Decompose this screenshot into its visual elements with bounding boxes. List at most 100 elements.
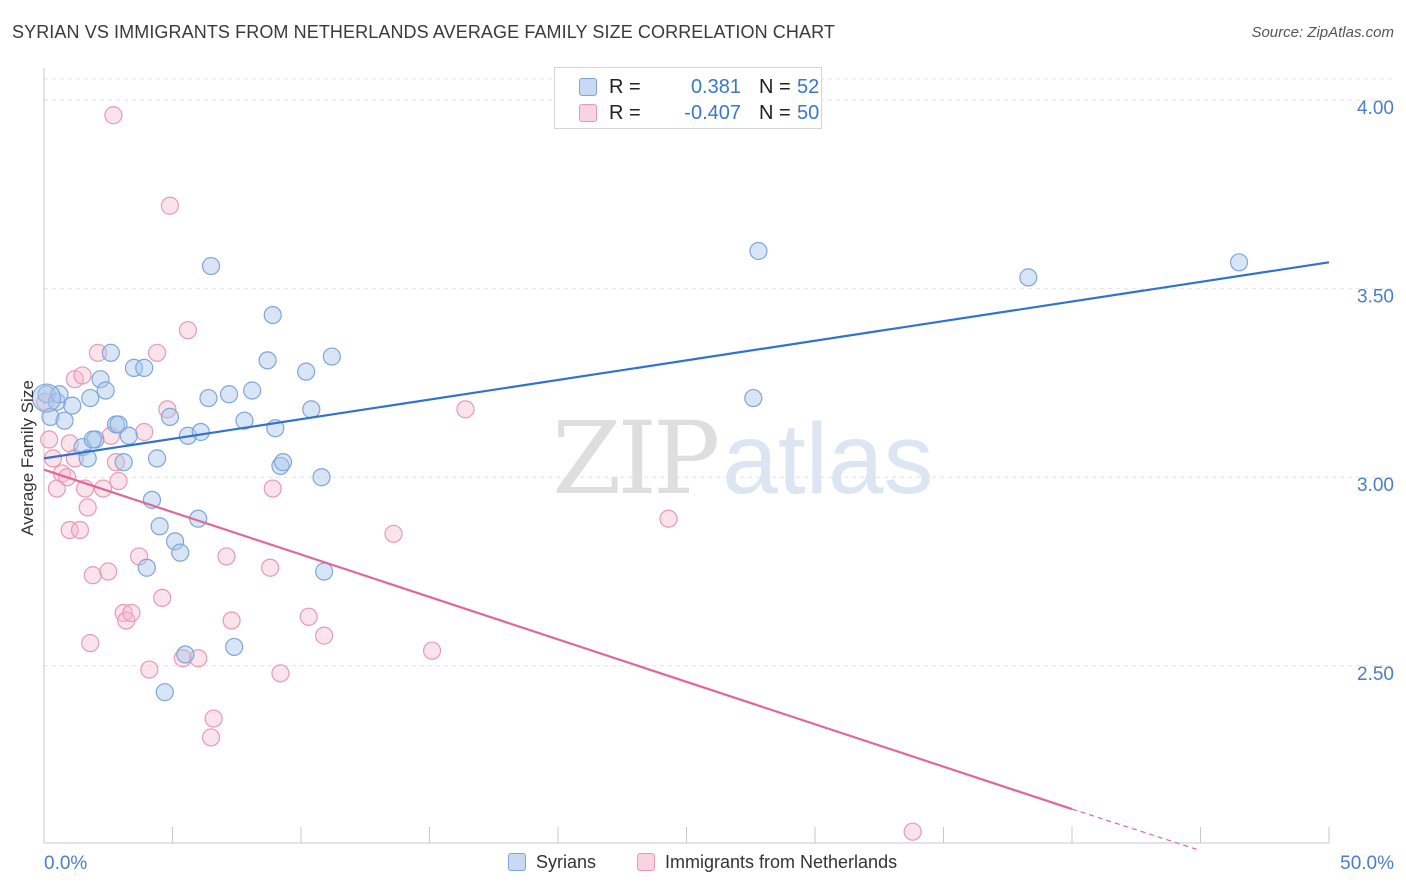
syrians-point: [201, 256, 221, 276]
syrians-point: [199, 388, 218, 408]
syrians-point: [322, 347, 341, 366]
syrians-point: [91, 370, 110, 389]
netherlands-point: [73, 366, 92, 385]
netherlands-point: [88, 343, 108, 362]
netherlands-point: [109, 471, 128, 491]
netherlands-point: [40, 430, 59, 449]
netherlands-point: [99, 562, 118, 581]
netherlands-trend-extension: [1071, 808, 1201, 852]
y-axis-label: Average Family Size: [18, 380, 37, 536]
netherlands-point: [78, 498, 97, 517]
syrians-point: [63, 396, 82, 415]
netherlands-point: [104, 106, 123, 125]
netherlands-point: [153, 588, 172, 608]
legend-item-netherlands: Immigrants from Netherlands: [637, 852, 897, 873]
n-label: N =: [759, 76, 791, 98]
syrians-point: [243, 381, 262, 400]
netherlands-point: [271, 664, 290, 683]
syrians-swatch: [579, 78, 597, 96]
zipatlas-watermark: ZIPatlas: [552, 400, 934, 517]
syrians-point: [55, 411, 74, 430]
syrians-point: [137, 558, 156, 577]
netherlands-point: [70, 520, 90, 540]
syrians-point: [258, 351, 277, 370]
netherlands-point: [140, 660, 159, 679]
syrians-point: [78, 449, 97, 468]
netherlands-swatch: [637, 853, 655, 871]
syrians-swatch: [508, 853, 526, 871]
syrians-point: [749, 241, 768, 261]
watermark-atlas: atlas: [722, 403, 934, 515]
syrians-cluster-point: [31, 383, 62, 413]
syrians-point: [315, 562, 334, 581]
r-label: R =: [609, 102, 641, 124]
n-label: N =: [759, 102, 791, 124]
syrians-point: [1019, 268, 1038, 287]
syrians-point: [171, 543, 190, 562]
syrians-point: [41, 407, 60, 427]
syrians-point: [744, 388, 763, 408]
x-tick-label-max: 50.0%: [1340, 853, 1394, 874]
source-credit: Source: ZipAtlas.com: [1251, 24, 1394, 41]
syrians-point: [160, 407, 180, 427]
r-label: R =: [609, 76, 641, 98]
tick-labels: 2.50 3.00 3.50 4.00 0.0% 50.0%: [44, 98, 1394, 874]
syrians-point: [83, 430, 102, 449]
syrians-point: [165, 532, 185, 551]
netherlands-point: [261, 558, 280, 577]
syrians-point: [191, 422, 210, 442]
netherlands-point: [384, 524, 403, 543]
netherlands-point: [135, 422, 154, 442]
syrians-point: [302, 400, 321, 419]
syrians-point: [235, 411, 254, 430]
syrians-point: [263, 305, 282, 325]
n-value: 50: [797, 102, 820, 124]
netherlands-point: [456, 400, 475, 419]
syrians-points: [31, 241, 1249, 702]
correlation-legend: R = 0.381 N = 52 R = -0.407 N = 50: [554, 67, 822, 129]
netherlands-point: [147, 343, 167, 362]
netherlands-point: [106, 453, 126, 472]
y-tick-label: 4.00: [1357, 98, 1394, 119]
chart-title: SYRIAN VS IMMIGRANTS FROM NETHERLANDS AV…: [12, 22, 835, 42]
gridlines: [44, 78, 1392, 667]
netherlands-swatch: [579, 104, 597, 122]
syrians-point: [124, 358, 144, 377]
syrians-point: [176, 645, 195, 664]
syrians-point: [81, 388, 100, 408]
syrians-point: [135, 358, 154, 377]
syrians-point: [273, 453, 293, 472]
y-tick-label: 3.00: [1357, 475, 1394, 496]
syrians-point: [297, 362, 316, 381]
syrians-point: [150, 517, 169, 536]
netherlands-point: [204, 709, 223, 728]
syrians-point: [147, 449, 167, 468]
syrians-point: [96, 381, 115, 400]
netherlands-point: [217, 547, 236, 566]
netherlands-point: [83, 566, 102, 585]
netherlands-point: [201, 728, 221, 747]
syrians-point: [114, 453, 133, 472]
syrians-point: [219, 385, 239, 404]
watermark-zip: ZIP: [552, 400, 720, 517]
syrians-point: [101, 343, 120, 362]
syrians-point: [1229, 253, 1249, 272]
syrians-point: [312, 468, 331, 487]
trend-lines: [43, 261, 1330, 852]
legend-label: Syrians: [536, 852, 597, 872]
syrians-point: [155, 683, 174, 702]
syrians-point: [37, 385, 56, 404]
netherlands-point: [299, 607, 318, 626]
r-value: -0.407: [684, 102, 741, 124]
netherlands-trend-line: [43, 468, 1073, 811]
netherlands-points: [36, 106, 922, 841]
r-value: 0.381: [690, 76, 741, 98]
syrians-point: [225, 637, 244, 657]
syrians-point: [109, 415, 128, 434]
netherlands-point: [122, 603, 141, 623]
netherlands-point: [60, 520, 79, 540]
netherlands-point: [81, 634, 100, 653]
y-tick-label: 2.50: [1357, 664, 1394, 685]
netherlands-point: [160, 196, 180, 215]
